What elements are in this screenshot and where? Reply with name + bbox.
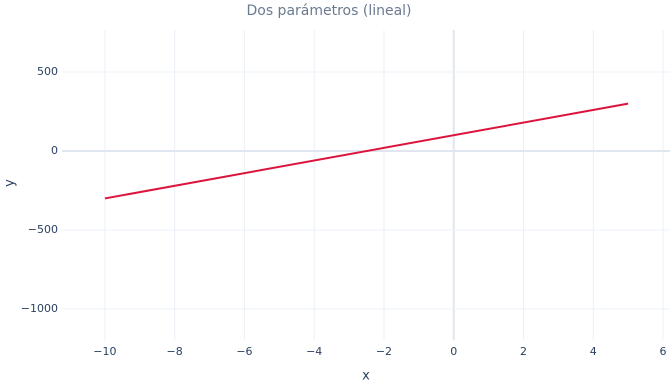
x-tick-label: −10 bbox=[93, 345, 116, 358]
x-tick-label: 0 bbox=[450, 345, 457, 358]
y-tick-label: 500 bbox=[37, 65, 58, 78]
y-axis-label: y bbox=[3, 179, 18, 187]
x-tick-label: 6 bbox=[660, 345, 667, 358]
x-tick-label: −2 bbox=[376, 345, 392, 358]
x-tick-label: 4 bbox=[590, 345, 597, 358]
x-tick-label: −4 bbox=[306, 345, 322, 358]
y-tick-label: −1000 bbox=[21, 302, 58, 315]
y-tick-label: 0 bbox=[51, 144, 58, 157]
line-series bbox=[104, 102, 629, 200]
chart-title: Dos parámetros (lineal) bbox=[246, 3, 411, 19]
x-tick-label: 2 bbox=[520, 345, 527, 358]
y-tick-label: −500 bbox=[28, 223, 58, 236]
x-axis-label: x bbox=[362, 369, 370, 384]
x-tick-label: −6 bbox=[236, 345, 252, 358]
x-tick-label: −8 bbox=[167, 345, 183, 358]
